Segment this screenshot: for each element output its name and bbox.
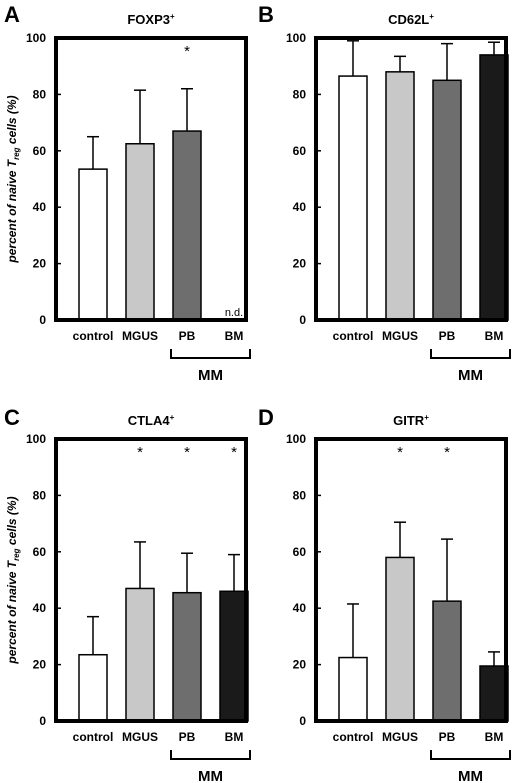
y-tick-label: 40 (293, 601, 307, 615)
significance-star: * (184, 444, 190, 461)
group-label: MM (198, 367, 223, 384)
panel-title-superscript: + (429, 12, 434, 21)
y-tick-label: 100 (286, 31, 306, 45)
bar-bm (219, 590, 249, 722)
bar-control (78, 653, 108, 722)
y-tick-label: 0 (39, 313, 46, 327)
x-tick-label: MGUS (382, 329, 418, 343)
y-tick-label: 20 (293, 257, 307, 271)
bar-pb (432, 79, 462, 321)
bar-control (338, 656, 368, 722)
significance-star: * (444, 444, 450, 461)
y-tick-label: 60 (293, 545, 307, 559)
y-tick-label: 80 (33, 87, 47, 101)
y-tick-label: 20 (33, 257, 47, 271)
x-tick-label: control (333, 329, 374, 343)
not-determined-label: n.d. (225, 307, 243, 319)
panel-title: FOXP3+ (127, 12, 175, 27)
significance-star: * (137, 444, 143, 461)
y-tick-label: 40 (33, 200, 47, 214)
x-tick-label: PB (439, 329, 456, 343)
x-tick-label: PB (439, 730, 456, 744)
x-tick-label: control (73, 730, 114, 744)
x-tick-label: MGUS (122, 730, 158, 744)
bar-control (78, 168, 108, 321)
y-tick-label: 80 (293, 488, 307, 502)
panel-title-superscript: + (170, 413, 175, 422)
y-axis-label-end: cells (%) (5, 496, 19, 548)
y-tick-label: 40 (293, 200, 307, 214)
bar-control (338, 75, 368, 321)
y-tick-label: 60 (33, 144, 47, 158)
panel-b: B CD62L+ 0 20 40 60 80 100 control MGUS PB BM MM (258, 2, 511, 384)
y-axis-label-subscript: reg (12, 548, 21, 561)
x-tick-label: PB (179, 329, 196, 343)
bar-pb (432, 600, 462, 722)
y-tick-label: 0 (39, 714, 46, 728)
plot-frame (314, 36, 508, 322)
y-tick-label: 80 (293, 87, 307, 101)
y-tick-label: 60 (293, 144, 307, 158)
panel-letter: B (258, 2, 274, 27)
y-axis-label: percent of naive Treg cells (%) (5, 496, 21, 664)
x-tick-label: control (333, 730, 374, 744)
y-axis-label-subscript: reg (12, 147, 21, 160)
plot-frame (54, 36, 248, 322)
bar-pb (172, 130, 202, 321)
y-tick-label: 80 (33, 488, 47, 502)
bar-mgus (125, 587, 155, 722)
y-tick-label: 0 (299, 313, 306, 327)
significance-star: * (184, 43, 190, 60)
y-tick-label: 60 (33, 545, 47, 559)
x-tick-label: BM (485, 329, 504, 343)
group-bracket (430, 750, 511, 760)
x-tick-label: PB (179, 730, 196, 744)
panel-letter: D (258, 405, 274, 430)
panel-title-superscript: + (424, 413, 429, 422)
x-tick-label: MGUS (122, 329, 158, 343)
group-bracket (430, 349, 511, 359)
panel-title: GITR+ (393, 413, 429, 428)
plot-frame (54, 437, 248, 723)
x-tick-label: BM (485, 730, 504, 744)
y-tick-label: 0 (299, 714, 306, 728)
panel-title: CTLA4+ (128, 413, 175, 428)
x-tick-label: BM (225, 329, 244, 343)
plot-frame (314, 437, 508, 723)
significance-star: * (231, 444, 237, 461)
bar-mgus (385, 71, 415, 321)
panel-letter: C (4, 405, 20, 430)
group-bracket (170, 750, 251, 760)
x-tick-label: BM (225, 730, 244, 744)
bar-bm (479, 54, 509, 321)
group-label: MM (458, 768, 483, 783)
y-tick-label: 40 (33, 601, 47, 615)
panel-title: CD62L+ (388, 12, 434, 27)
panel-a: A FOXP3+ 0 20 40 60 80 100 percent of naive Treg… (4, 2, 251, 384)
panel-title-superscript: + (170, 12, 175, 21)
bar-bm (479, 665, 509, 722)
bar-mgus (385, 556, 415, 722)
group-label: MM (458, 367, 483, 384)
panel-letter: A (4, 2, 20, 27)
y-axis-label: percent of naive Treg cells (%) (5, 95, 21, 263)
y-tick-label: 20 (33, 658, 47, 672)
bar-mgus (125, 143, 155, 321)
group-bracket (170, 349, 251, 359)
y-tick-label: 100 (26, 432, 46, 446)
y-tick-label: 20 (293, 658, 307, 672)
panel-d: D GITR+ 0 20 40 60 80 100 control * MGUS * PB BM MM (258, 405, 511, 783)
bar-pb (172, 591, 202, 722)
significance-star: * (397, 444, 403, 461)
y-tick-label: 100 (286, 432, 306, 446)
panel-c: C CTLA4+ 0 20 40 60 80 100 percent of naive Treg… (4, 405, 251, 783)
x-tick-label: control (73, 329, 114, 343)
y-tick-label: 100 (26, 31, 46, 45)
group-label: MM (198, 768, 223, 783)
y-axis-label-end: cells (%) (5, 95, 19, 147)
x-tick-label: MGUS (382, 730, 418, 744)
